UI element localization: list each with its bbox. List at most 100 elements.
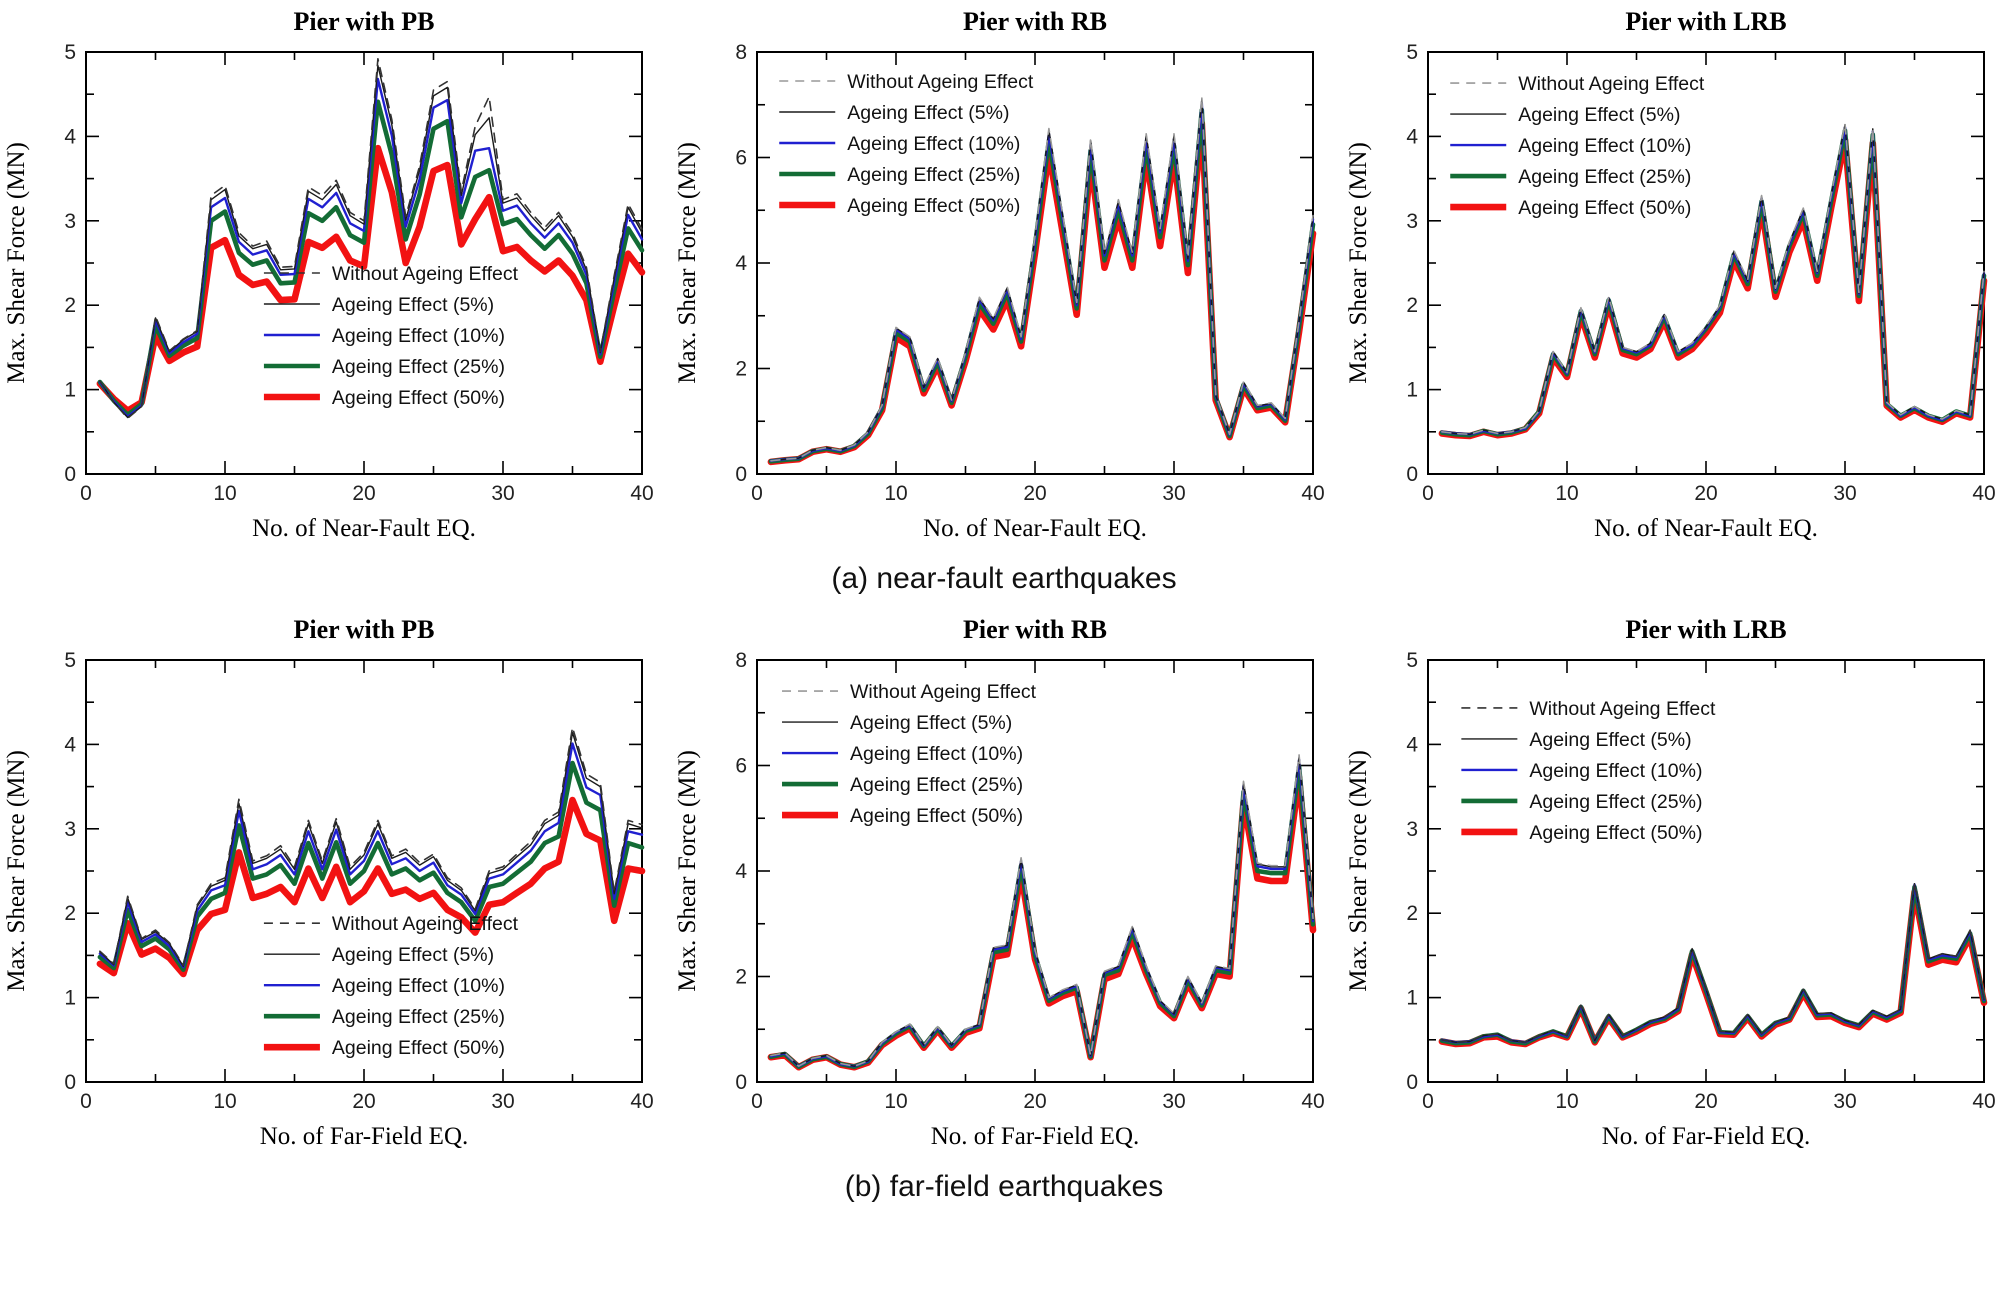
legend-label: Ageing Effect (50%) — [847, 195, 1020, 217]
y-tick-label: 3 — [1406, 818, 1418, 841]
legend-item: Without Ageing Effect — [263, 913, 519, 935]
legend-label: Ageing Effect (25%) — [332, 1006, 505, 1028]
y-tick-label: 8 — [735, 649, 747, 672]
legend-label: Ageing Effect (5%) — [847, 102, 1009, 124]
x-tick-label: 30 — [1833, 482, 1856, 505]
x-tick-label: 0 — [751, 482, 763, 505]
legend-item: Ageing Effect (50%) — [779, 195, 1020, 217]
y-tick-label: 4 — [735, 252, 747, 275]
chart-title: Pier with LRB — [1625, 615, 1786, 644]
legend-item: Ageing Effect (50%) — [263, 1037, 505, 1059]
x-axis-label: No. of Near-Fault EQ. — [923, 515, 1147, 542]
legend-item: Ageing Effect (10%) — [263, 975, 505, 997]
legend-label: Without Ageing Effect — [850, 681, 1037, 703]
plot-svg: 0 10 20 30 40 0 1 2 3 4 5 Pier with LRB No. of Near-… — [1345, 7, 1996, 542]
x-tick-label: 10 — [213, 1090, 236, 1113]
y-tick-label: 3 — [64, 210, 76, 233]
caption-row-a: (a) near-fault earthquakes — [0, 560, 2008, 608]
legend-item: Without Ageing Effect — [779, 71, 1034, 93]
x-axis-label: No. of Far-Field EQ. — [1602, 1123, 1811, 1150]
x-tick-label: 30 — [491, 482, 514, 505]
chart-title: Pier with PB — [293, 7, 434, 36]
legend-label: Ageing Effect (25%) — [1529, 791, 1702, 813]
y-tick-label: 8 — [735, 41, 747, 64]
x-tick-label: 40 — [1972, 1090, 1995, 1113]
plot-svg: 0 10 20 30 40 0 1 2 3 4 5 Pier with PB No. of Near-F… — [3, 7, 654, 542]
x-tick-label: 40 — [1301, 1090, 1324, 1113]
legend-item: Without Ageing Effect — [782, 681, 1037, 703]
legend-item: Ageing Effect (10%) — [782, 743, 1023, 765]
legend-label: Ageing Effect (5%) — [332, 944, 494, 966]
legend-label: Ageing Effect (10%) — [1518, 135, 1691, 157]
x-tick-label: 10 — [1555, 1090, 1578, 1113]
x-tick-label: 10 — [1555, 482, 1578, 505]
y-tick-label: 4 — [64, 733, 76, 756]
plot-svg: 0 10 20 30 40 0 2 4 6 8 Pier with RB No. of Near-Fa… — [674, 7, 1325, 542]
legend-label: Ageing Effect (5%) — [1518, 104, 1680, 126]
chart-title: Pier with PB — [293, 615, 434, 644]
plot-svg: 0 10 20 30 40 0 2 4 6 8 Pier with RB No. of Far-Fie… — [674, 615, 1325, 1150]
plot-border — [1427, 659, 1985, 1083]
y-axis-label: Max. Shear Force (MN) — [674, 750, 701, 992]
y-tick-label: 5 — [64, 649, 76, 672]
y-axis-label: Max. Shear Force (MN) — [3, 750, 30, 992]
caption-row-b: (b) far-field earthquakes — [0, 1168, 2008, 1216]
x-tick-label: 20 — [1023, 1090, 1046, 1113]
chart-pb-far-field: 0 10 20 30 40 0 1 2 3 4 5 Pier with PB No. of Far-Fi… — [2, 608, 664, 1168]
legend-item: Ageing Effect (10%) — [779, 133, 1020, 155]
y-tick-label: 2 — [64, 294, 76, 317]
x-tick-label: 30 — [1162, 1090, 1185, 1113]
legend-label: Ageing Effect (50%) — [850, 805, 1023, 827]
plot-svg: 0 10 20 30 40 0 1 2 3 4 5 Pier with LRB No. of Far-F… — [1345, 615, 1996, 1150]
x-axis-label: No. of Far-Field EQ. — [931, 1123, 1140, 1150]
legend-item: Ageing Effect (25%) — [1450, 166, 1691, 188]
y-tick-label: 2 — [1406, 294, 1418, 317]
far-field-chart-row: 0 10 20 30 40 0 1 2 3 4 5 Pier with PB No. of Far-Fi… — [0, 608, 2008, 1168]
legend-item: Ageing Effect (25%) — [779, 164, 1020, 186]
legend-label: Ageing Effect (5%) — [850, 712, 1012, 734]
y-axis-label: Max. Shear Force (MN) — [3, 142, 30, 384]
legend-label: Ageing Effect (10%) — [332, 975, 505, 997]
y-tick-label: 2 — [735, 358, 747, 381]
chart-pb-near-fault: 0 10 20 30 40 0 1 2 3 4 5 Pier with PB No. of Near-F… — [2, 0, 664, 560]
chart-title: Pier with LRB — [1625, 7, 1786, 36]
x-tick-label: 30 — [1833, 1090, 1856, 1113]
series-line — [770, 96, 1314, 462]
y-tick-label: 4 — [1406, 733, 1418, 756]
plot-border — [1427, 51, 1985, 475]
y-tick-label: 4 — [1406, 125, 1418, 148]
y-tick-label: 1 — [1406, 379, 1418, 402]
legend-label: Without Ageing Effect — [332, 913, 519, 935]
y-tick-label: 0 — [1406, 463, 1418, 486]
legend-label: Without Ageing Effect — [1529, 698, 1716, 720]
y-tick-label: 5 — [1406, 649, 1418, 672]
y-tick-label: 3 — [1406, 210, 1418, 233]
y-tick-label: 0 — [735, 1071, 747, 1094]
legend-item: Ageing Effect (50%) — [1461, 822, 1702, 844]
x-tick-label: 20 — [352, 1090, 375, 1113]
legend-item: Ageing Effect (25%) — [263, 356, 505, 378]
legend-label: Ageing Effect (25%) — [1518, 166, 1691, 188]
x-tick-label: 10 — [884, 1090, 907, 1113]
y-tick-label: 2 — [64, 902, 76, 925]
legend-label: Without Ageing Effect — [1518, 73, 1705, 95]
series-line — [1441, 122, 1985, 436]
x-tick-label: 30 — [1162, 482, 1185, 505]
y-tick-label: 0 — [735, 463, 747, 486]
y-tick-label: 6 — [735, 755, 747, 778]
legend-item: Ageing Effect (25%) — [782, 774, 1023, 796]
legend-item: Ageing Effect (5%) — [782, 712, 1012, 734]
chart-lrb-far-field: 0 10 20 30 40 0 1 2 3 4 5 Pier with LRB No. of Far-F… — [1344, 608, 2006, 1168]
series-line — [768, 107, 1316, 464]
legend-label: Ageing Effect (25%) — [847, 164, 1020, 186]
legend-label: Ageing Effect (50%) — [1529, 822, 1702, 844]
y-tick-label: 1 — [64, 987, 76, 1010]
series-line — [1441, 881, 1985, 1044]
chart-lrb-near-fault: 0 10 20 30 40 0 1 2 3 4 5 Pier with LRB No. of Near-… — [1344, 0, 2006, 560]
series-line — [96, 144, 646, 415]
y-tick-label: 5 — [64, 41, 76, 64]
y-tick-label: 1 — [64, 379, 76, 402]
y-axis-label: Max. Shear Force (MN) — [674, 142, 701, 384]
series-line — [98, 77, 644, 418]
legend-label: Ageing Effect (10%) — [332, 325, 505, 347]
